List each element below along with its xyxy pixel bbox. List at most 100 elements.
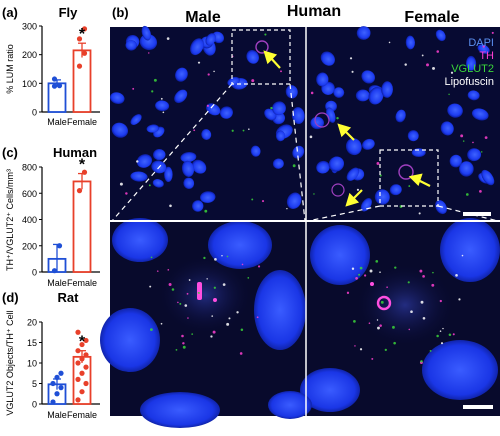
signal-speck bbox=[480, 151, 483, 153]
panel-a-letter: (a) bbox=[2, 5, 18, 20]
zoom-nucleus bbox=[140, 392, 220, 428]
nucleus bbox=[449, 154, 462, 168]
nucleus bbox=[320, 51, 335, 66]
nucleus bbox=[316, 72, 329, 87]
signal-speck bbox=[186, 292, 189, 295]
nucleus bbox=[291, 107, 305, 125]
signal-speck bbox=[206, 278, 208, 280]
data-point bbox=[75, 360, 81, 366]
nucleus bbox=[152, 179, 164, 188]
signal-speck bbox=[465, 193, 469, 196]
signal-speck bbox=[439, 299, 442, 303]
nucleus bbox=[328, 156, 345, 172]
arrow-marker-1 bbox=[263, 50, 281, 69]
th-signal-female bbox=[370, 282, 374, 286]
signal-speck bbox=[181, 334, 184, 338]
chart-human: 0 200 400 600 800 TH⁺/VGLUT2⁺ Cells/mm³ Male Fe… bbox=[5, 157, 100, 288]
signal-speck bbox=[392, 325, 395, 329]
signal-speck bbox=[182, 342, 185, 345]
panel-b-title: Human bbox=[287, 3, 341, 20]
nucleus bbox=[374, 189, 390, 205]
signal-speck bbox=[356, 188, 360, 191]
signal-speck bbox=[184, 304, 188, 307]
signal-speck bbox=[349, 57, 353, 60]
signal-speck bbox=[248, 128, 250, 130]
signal-speck bbox=[148, 52, 150, 54]
signal-speck bbox=[206, 104, 209, 107]
signal-speck bbox=[226, 322, 230, 326]
signal-speck bbox=[210, 335, 213, 338]
nucleus bbox=[136, 154, 153, 168]
signal-speck bbox=[150, 328, 153, 332]
zoom-guide-male-right bbox=[289, 83, 306, 222]
signal-speck bbox=[450, 71, 454, 74]
nucleus bbox=[181, 160, 195, 177]
signal-speck bbox=[375, 260, 379, 263]
zoom-nucleus bbox=[422, 340, 498, 400]
nucleus bbox=[174, 89, 188, 104]
data-point bbox=[81, 50, 88, 56]
nucleus bbox=[205, 33, 216, 46]
signal-speck bbox=[376, 319, 379, 321]
y-tick-label: 0 bbox=[32, 108, 37, 118]
nucleus bbox=[190, 38, 204, 56]
nucleus bbox=[440, 121, 454, 136]
data-point bbox=[81, 169, 88, 175]
signal-speck bbox=[309, 135, 313, 139]
signal-speck bbox=[162, 111, 165, 114]
nucleus bbox=[246, 49, 259, 64]
signal-speck bbox=[182, 345, 186, 349]
signal-speck bbox=[313, 193, 315, 195]
data-point bbox=[83, 364, 89, 370]
data-point bbox=[83, 380, 89, 387]
signal-speck bbox=[193, 129, 196, 132]
th-cell bbox=[398, 164, 414, 180]
zoom-guide-male-left bbox=[111, 83, 233, 222]
significance-star: * bbox=[79, 334, 86, 351]
panel-d-title: Rat bbox=[58, 290, 80, 305]
cell-body-male bbox=[160, 257, 250, 333]
nucleus bbox=[355, 89, 370, 102]
data-point bbox=[79, 370, 85, 376]
y-axis-label: VGLUT2 Objects/TH⁺ Cell bbox=[5, 310, 15, 415]
data-point bbox=[83, 352, 89, 358]
data-point bbox=[58, 370, 64, 376]
signal-speck bbox=[239, 352, 243, 355]
nucleus bbox=[471, 108, 489, 121]
signal-speck bbox=[388, 41, 391, 44]
nucleus bbox=[286, 192, 302, 209]
x-tick-label-female: Female bbox=[67, 278, 97, 288]
signal-speck bbox=[270, 106, 273, 110]
signal-speck bbox=[264, 33, 267, 36]
signal-speck bbox=[364, 274, 367, 277]
chart-fly: 0 100 200 300 % LUM ratio Male Female * bbox=[5, 22, 100, 127]
signal-speck bbox=[169, 204, 172, 208]
th-cell bbox=[331, 183, 345, 197]
signal-speck bbox=[197, 292, 200, 294]
data-point bbox=[54, 391, 60, 397]
signal-speck bbox=[222, 283, 226, 286]
zoom-nucleus bbox=[300, 368, 360, 412]
signal-speck bbox=[460, 134, 464, 138]
arrow-marker-3 bbox=[408, 173, 431, 187]
data-point bbox=[81, 26, 88, 32]
data-point bbox=[76, 36, 83, 42]
bar-female bbox=[72, 49, 92, 113]
signal-speck bbox=[408, 328, 411, 331]
signal-speck bbox=[384, 348, 387, 352]
signal-speck bbox=[212, 330, 216, 334]
signal-speck bbox=[359, 266, 363, 270]
x-tick-label-female: Female bbox=[67, 410, 97, 420]
zoom-nucleus bbox=[208, 221, 272, 269]
nucleus bbox=[155, 100, 170, 112]
signal-speck bbox=[188, 279, 191, 281]
y-axis-label: % LUM ratio bbox=[5, 44, 15, 94]
x-tick-label-male: Male bbox=[47, 278, 67, 288]
signal-speck bbox=[431, 283, 435, 287]
signal-speck bbox=[241, 263, 244, 266]
signal-speck bbox=[420, 360, 423, 363]
nucleus bbox=[477, 44, 490, 54]
signal-speck bbox=[472, 141, 474, 144]
zoom-guide-female-left bbox=[307, 205, 381, 222]
nucleus bbox=[447, 103, 463, 118]
